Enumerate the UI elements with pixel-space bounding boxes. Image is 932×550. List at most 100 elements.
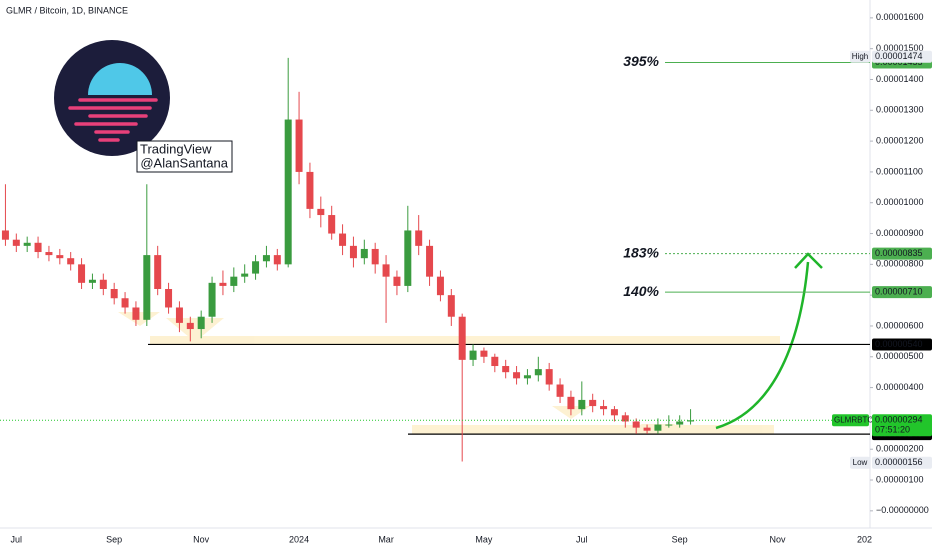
extreme-name-box [850, 50, 870, 63]
candle-body [143, 255, 151, 320]
current-name: GLMRBTC [834, 415, 873, 424]
x-tick-label: Jul [11, 534, 23, 544]
x-tick-label: Jul [576, 534, 588, 544]
candle-body [208, 282, 216, 317]
level-label: 0.00000540 [875, 339, 923, 349]
y-tick-label: 0.00001100 [876, 166, 923, 176]
x-tick-label: Mar [378, 534, 394, 544]
countdown: 07:51:20 [875, 425, 910, 435]
level-label: 0.00000835 [875, 248, 923, 258]
extreme-name-box [850, 456, 870, 469]
y-tick-label: 0.00000200 [876, 444, 924, 454]
candle-body [654, 424, 662, 431]
candle-body [241, 273, 249, 277]
branding-line: @AlanSantana [140, 155, 228, 170]
candle-body [523, 375, 531, 379]
extreme-label: 0.00000156 [875, 457, 923, 467]
candle-body [56, 255, 64, 259]
current-price-box [872, 414, 932, 437]
candle-body [12, 239, 20, 246]
candle-body [317, 208, 325, 216]
candle-body [273, 255, 281, 265]
x-tick-label: May [475, 534, 493, 544]
candle-body [1, 230, 9, 240]
y-tick-label: 0.00000100 [876, 474, 924, 484]
candle-body [480, 350, 488, 357]
candle-body [306, 171, 314, 209]
branding-box [136, 140, 233, 173]
candle-body [589, 399, 597, 407]
x-tick-label: 2024 [289, 534, 309, 544]
extreme-label-box [872, 456, 932, 469]
x-tick-label: Nov [770, 534, 787, 544]
y-tick-label: 0.00001600 [876, 12, 924, 22]
y-tick-label: 0.00000400 [876, 382, 924, 392]
extreme-label-box [872, 50, 932, 63]
y-tick-label: −0.00000000 [876, 505, 929, 515]
candle-body [78, 264, 86, 283]
logo [54, 40, 170, 156]
chart-title: GLMR / Bitcoin, 1D, BINANCE [6, 5, 128, 15]
candle-body [643, 427, 651, 431]
candle-body [284, 119, 292, 265]
y-tick-label: 0.00001500 [876, 43, 924, 53]
arrow-head [794, 252, 823, 269]
y-tick-label: 0.00001400 [876, 74, 924, 84]
candle-body [295, 119, 303, 172]
candle-body [382, 264, 390, 277]
candle-body [197, 316, 205, 330]
candle-body [132, 307, 140, 320]
candle-body [502, 366, 510, 373]
candle-body [665, 424, 673, 426]
x-tick-label: Sep [672, 534, 688, 544]
candle-body [469, 350, 477, 360]
candle-body [545, 369, 553, 385]
y-tick-label: 0.00001200 [876, 135, 924, 145]
projection-arrow [715, 261, 810, 430]
candle-body [513, 372, 521, 379]
zone [412, 425, 774, 434]
zone [166, 318, 224, 342]
level-label-box [872, 338, 932, 351]
candle-body [23, 242, 31, 246]
candle-body [393, 276, 401, 286]
candle-body [404, 230, 412, 286]
candle-body [121, 298, 129, 308]
extreme-name: High [852, 52, 868, 61]
x-tick-label: 202 [857, 534, 872, 544]
candle-body [67, 258, 75, 265]
candle-body [88, 279, 96, 283]
current-name-box [832, 414, 869, 427]
candle-body [610, 409, 618, 416]
candle-body [175, 307, 183, 323]
level-label-box [872, 247, 932, 260]
candle-body [632, 421, 640, 428]
y-tick-label: 0.00000600 [876, 320, 924, 330]
candle-body [371, 248, 379, 265]
level-annotation: 140% [623, 283, 659, 299]
y-tick-label: 0.00000900 [876, 228, 924, 238]
candle-body [415, 230, 423, 246]
y-tick-label: 0.00000500 [876, 351, 924, 361]
candle-body [186, 322, 194, 330]
candle-body [99, 279, 107, 289]
candle-body [262, 255, 270, 262]
candle-body [687, 420, 695, 422]
candle-body [447, 295, 455, 317]
x-tick-label: Nov [193, 534, 210, 544]
candle-body [328, 215, 336, 234]
y-tick-label: 0.00001300 [876, 105, 924, 115]
y-tick-label: 0.00000800 [876, 259, 924, 269]
level-annotation: 183% [623, 244, 659, 260]
candle-body [556, 384, 564, 397]
candle-body [349, 245, 357, 259]
candle-body [458, 316, 466, 360]
candle-body [360, 248, 368, 259]
extreme-name: Low [853, 458, 868, 467]
candle-body [45, 252, 53, 256]
candle-body [621, 415, 629, 422]
candle-body [165, 288, 173, 308]
x-tick-label: Sep [106, 534, 122, 544]
branding-line: TradingView [140, 141, 212, 156]
